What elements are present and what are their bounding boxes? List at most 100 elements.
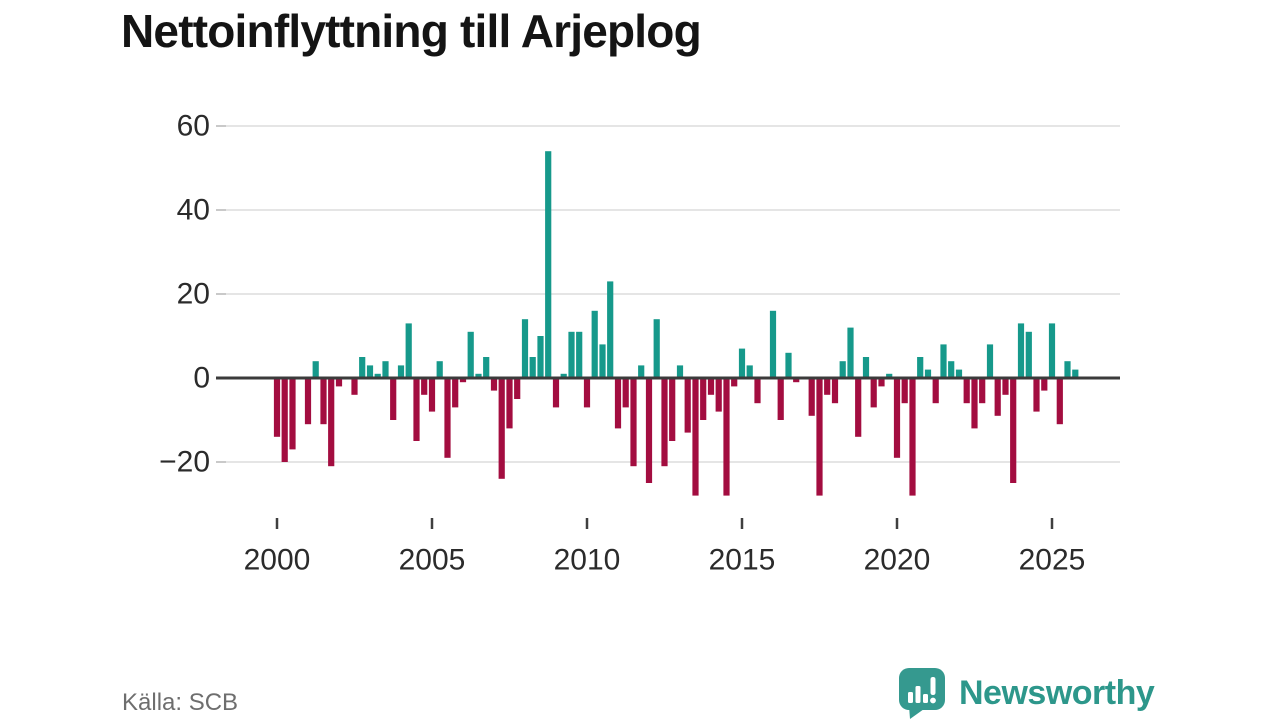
- bar-2016-q3: [785, 352, 792, 378]
- bar-2019-q2: [870, 378, 877, 408]
- bar-2008-q3: [537, 336, 544, 378]
- bar-2021-q4: [948, 361, 955, 378]
- x-tick-label-2000: 2000: [244, 544, 311, 577]
- icon-exclamation-dot: [930, 697, 936, 704]
- newsworthy-branding: Newsworthy: [897, 666, 1155, 720]
- bar-2006-q2: [467, 331, 474, 378]
- bar-2008-q4: [545, 151, 552, 378]
- bar-2010-q2: [591, 310, 598, 378]
- y-tick-label--20: −20: [159, 446, 210, 479]
- bar-2019-q1: [862, 357, 870, 378]
- bar-2003-q3: [382, 361, 389, 378]
- bar-2019-q4: [886, 373, 893, 378]
- bar-2002-q3: [351, 378, 358, 395]
- bar-2004-q3: [413, 378, 420, 441]
- bar-2011-q1: [614, 378, 622, 429]
- bar-2005-q2: [436, 361, 443, 378]
- bar-2001-q2: [312, 361, 319, 378]
- bar-2007-q4: [514, 378, 521, 399]
- bubble-body: [899, 668, 945, 710]
- bar-2006-q3: [475, 373, 482, 378]
- bar-2006-q1: [459, 378, 467, 383]
- bar-2023-q1: [986, 344, 994, 378]
- bar-2014-q3: [723, 378, 730, 496]
- bar-2012-q2: [653, 319, 660, 378]
- x-tick-label-2025: 2025: [1019, 544, 1086, 577]
- bar-2022-q4: [979, 378, 986, 404]
- bar-2019-q3: [878, 378, 885, 387]
- bar-2009-q2: [560, 373, 567, 378]
- bar-2005-q3: [444, 378, 451, 458]
- bar-2024-q2: [1025, 331, 1032, 378]
- bar-2013-q3: [692, 378, 699, 496]
- x-tick-label-2020: 2020: [864, 544, 931, 577]
- icon-bar-1: [908, 692, 913, 703]
- bar-2020-q2: [901, 378, 908, 404]
- bar-2018-q3: [847, 327, 854, 378]
- bar-2005-q1: [428, 378, 436, 412]
- bar-2022-q3: [971, 378, 978, 429]
- bar-2016-q1: [769, 310, 777, 378]
- bar-2002-q1: [335, 378, 343, 387]
- bar-2008-q1: [521, 319, 529, 378]
- bar-2007-q3: [506, 378, 513, 429]
- bar-2002-q4: [359, 357, 366, 378]
- bar-2017-q4: [824, 378, 831, 395]
- bar-2024-q1: [1017, 323, 1025, 378]
- bar-2001-q3: [320, 378, 327, 425]
- bar-2023-q2: [994, 378, 1001, 416]
- bar-2009-q3: [568, 331, 575, 378]
- bar-2020-q4: [917, 357, 924, 378]
- bar-2004-q1: [397, 365, 405, 378]
- bar-2010-q4: [607, 281, 614, 378]
- bar-2011-q3: [630, 378, 637, 467]
- x-tick-label-2005: 2005: [399, 544, 466, 577]
- bar-2014-q4: [731, 378, 738, 387]
- bar-2009-q4: [576, 331, 583, 378]
- source-note: Källa: SCB: [122, 689, 239, 716]
- y-tick-label-40: 40: [177, 194, 210, 227]
- icon-exclamation-bar: [930, 677, 936, 695]
- bar-2010-q3: [599, 344, 606, 378]
- y-tick-label-60: 60: [177, 110, 210, 143]
- bar-2012-q3: [661, 378, 668, 467]
- bar-2011-q2: [622, 378, 629, 408]
- bar-2017-q3: [816, 378, 823, 496]
- bar-2004-q2: [405, 323, 412, 378]
- bar-2024-q4: [1041, 378, 1048, 391]
- bar-2018-q2: [839, 361, 846, 378]
- newsworthy-wordmark: Newsworthy: [959, 673, 1155, 712]
- x-tick-label-2015: 2015: [709, 544, 776, 577]
- newsworthy-speech-bubble-chart-icon: [899, 668, 945, 719]
- bar-2010-q1: [583, 378, 591, 408]
- bar-2018-q4: [855, 378, 862, 437]
- bar-2009-q1: [552, 378, 560, 408]
- bar-2025-q1: [1048, 323, 1056, 378]
- bar-2023-q3: [1002, 378, 1009, 395]
- bar-2017-q2: [808, 378, 815, 416]
- bar-2020-q3: [909, 378, 916, 496]
- bar-2003-q4: [390, 378, 397, 420]
- bar-2001-q4: [328, 378, 335, 467]
- bar-2008-q2: [529, 357, 536, 378]
- bar-2025-q4: [1072, 369, 1079, 378]
- bar-2004-q4: [421, 378, 428, 395]
- bar-2015-q2: [746, 365, 753, 378]
- y-tick-label-0: 0: [193, 362, 210, 395]
- bar-2025-q2: [1056, 378, 1063, 425]
- bar-2025-q3: [1064, 361, 1071, 378]
- bar-2007-q2: [498, 378, 505, 479]
- bar-2007-q1: [490, 378, 498, 391]
- bubble-tail: [909, 706, 924, 719]
- icon-bar-2: [915, 686, 921, 703]
- bar-2003-q2: [374, 373, 381, 378]
- bar-2013-q4: [700, 378, 707, 420]
- bar-2003-q1: [366, 365, 374, 378]
- x-tick-label-2010: 2010: [554, 544, 621, 577]
- bar-2013-q2: [684, 378, 691, 433]
- bar-2005-q4: [452, 378, 459, 408]
- bar-2020-q1: [893, 378, 901, 458]
- bar-2012-q1: [645, 378, 653, 483]
